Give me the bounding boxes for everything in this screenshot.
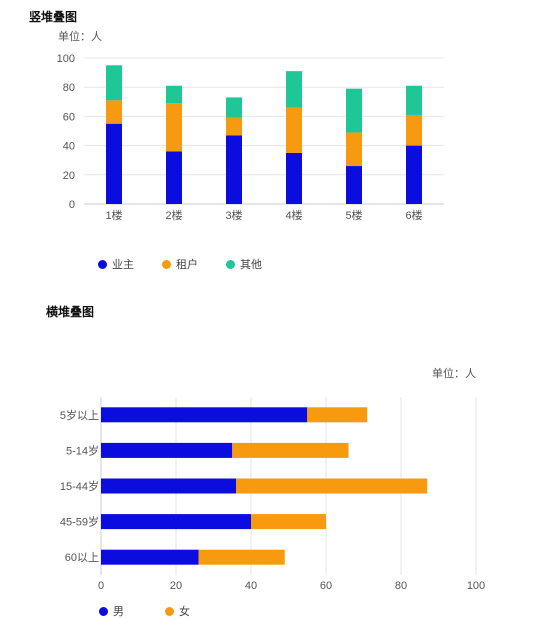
y-tick-label: 100 xyxy=(57,53,75,65)
y-tick-label: 60 xyxy=(63,111,75,123)
legend-label: 业主 xyxy=(112,259,134,271)
bar-segment xyxy=(166,85,182,104)
y-tick-label: 40 xyxy=(63,141,75,153)
bar-segment xyxy=(226,135,242,204)
bar-segment xyxy=(226,97,242,118)
chart2-legend: 男女 xyxy=(99,603,231,619)
legend-marker xyxy=(98,259,107,269)
bar-segment xyxy=(232,442,349,458)
bar-segment xyxy=(406,114,422,146)
legend-marker xyxy=(226,259,235,269)
x-tick-label: 40 xyxy=(245,580,257,592)
bar-segment xyxy=(307,407,368,423)
bar-segment xyxy=(166,103,182,152)
horizontal-stacked-bar-chart: 0 20 40 60 80 100 5岁以上 5-14岁 15-44岁 45-59岁 60以上 xyxy=(60,397,485,592)
x-tick-label: 4楼 xyxy=(285,208,302,222)
bar-segment xyxy=(286,152,302,204)
legend-label: 女 xyxy=(179,606,190,618)
bar-segment xyxy=(106,100,122,124)
y-tick-label: 0 xyxy=(69,199,75,211)
chart2-unit-label: 单位：人 xyxy=(432,368,476,380)
legend-item: 男 xyxy=(99,603,165,619)
legend-item: 其他 xyxy=(226,256,290,272)
x-tick-label: 5楼 xyxy=(345,208,362,222)
bar-segment xyxy=(406,85,422,115)
y-tick-label: 60以上 xyxy=(65,551,99,564)
bar-segment xyxy=(406,145,422,204)
legend-item: 女 xyxy=(165,603,231,619)
bar-segment xyxy=(101,549,199,565)
bar-segment xyxy=(346,88,362,133)
bar-segment xyxy=(166,151,182,204)
x-tick-label: 1楼 xyxy=(105,208,122,222)
y-tick-label: 80 xyxy=(63,82,75,94)
y-tick-label: 5岁以上 xyxy=(60,408,99,422)
chart1-legend: 业主 租户 其他 xyxy=(98,256,290,272)
x-tick-label: 20 xyxy=(170,580,182,592)
x-tick-label: 60 xyxy=(320,580,332,592)
x-tick-label: 80 xyxy=(395,580,407,592)
y-tick-label: 5-14岁 xyxy=(66,443,99,457)
x-tick-label: 6楼 xyxy=(405,208,422,222)
bar-segment xyxy=(286,71,302,108)
bar-segment xyxy=(101,407,308,423)
legend-marker xyxy=(162,259,171,269)
bar-segment xyxy=(198,549,285,565)
bar-segment xyxy=(101,442,233,458)
legend-label: 男 xyxy=(113,606,124,618)
vertical-stacked-bar-chart: 0 20 40 60 80 100 1楼 2楼 3楼 4楼 5楼 6楼 xyxy=(57,53,444,222)
chart2-title: 横堆叠图 xyxy=(46,305,95,319)
bar-segment xyxy=(101,514,251,530)
legend-label: 租户 xyxy=(176,259,198,271)
legend-marker xyxy=(165,606,174,616)
y-tick-label: 15-44岁 xyxy=(60,479,99,493)
bar-segment xyxy=(106,65,122,101)
bar-segment xyxy=(346,166,362,204)
x-tick-label: 0 xyxy=(98,580,104,592)
chart1-unit-label: 单位：人 xyxy=(58,31,102,43)
bar-segment xyxy=(101,478,236,494)
y-tick-label: 20 xyxy=(63,170,75,182)
bar-segment xyxy=(106,123,122,204)
chart1-title: 竖堆叠图 xyxy=(29,10,78,24)
y-tick-label: 45-59岁 xyxy=(60,515,99,529)
bar-segment xyxy=(286,107,302,153)
legend-item: 租户 xyxy=(162,256,226,272)
bar-segment xyxy=(251,514,326,530)
bar-segment xyxy=(346,132,362,167)
legend-item: 业主 xyxy=(98,256,162,272)
x-tick-label: 2楼 xyxy=(165,208,182,222)
legend-marker xyxy=(99,606,108,616)
x-tick-label: 100 xyxy=(467,580,485,592)
bar-segment xyxy=(236,478,428,494)
bar-segment xyxy=(226,117,242,136)
x-tick-label: 3楼 xyxy=(225,208,242,222)
legend-label: 其他 xyxy=(240,259,262,271)
